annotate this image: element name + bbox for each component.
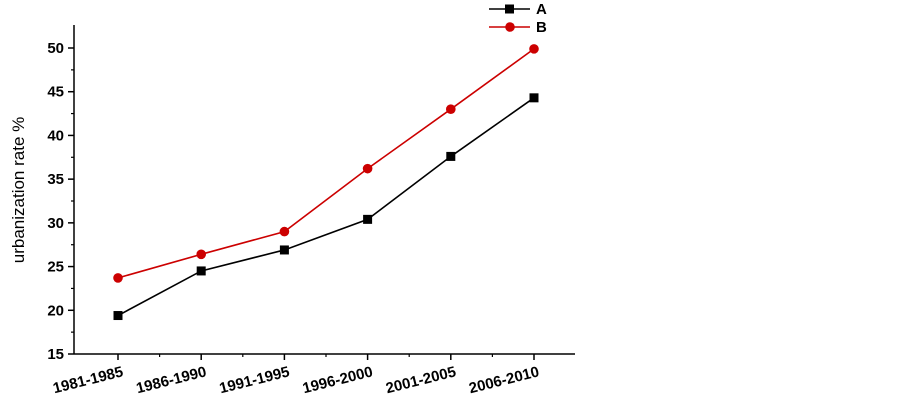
data-point (529, 93, 539, 103)
series-b (113, 44, 539, 283)
x-ticks: 1981-1985 1986-1990 1991-1995 1996-2000 2001… (51, 354, 541, 397)
y-tick-label: 50 (47, 40, 64, 57)
legend-marker (505, 4, 514, 14)
x-tick-label: 1996-2000 (301, 363, 375, 397)
legend-marker (505, 22, 515, 32)
y-tick-label: 35 (47, 171, 64, 188)
data-point (196, 249, 206, 260)
data-point (196, 266, 206, 276)
legend-item: B (489, 19, 547, 36)
x-tick-label: 1986-1990 (134, 363, 208, 397)
x-tick-label: 2006-2010 (467, 363, 541, 397)
y-tick-label: 45 (47, 84, 64, 101)
data-point (363, 214, 373, 224)
x-tick-label: 1991-1995 (218, 363, 292, 397)
y-tick-label: 25 (47, 259, 64, 276)
x-tick-label: 2001-2005 (384, 363, 458, 397)
data-point (279, 245, 289, 255)
data-point (279, 226, 290, 237)
y-tick-label: 30 (47, 215, 64, 232)
y-tick-label: 40 (47, 127, 64, 144)
data-point (446, 151, 456, 161)
data-point (529, 44, 539, 54)
y-tick-label: 20 (47, 302, 64, 319)
series-a (113, 93, 539, 321)
series-line (117, 48, 535, 279)
y-tick-label: 15 (47, 346, 64, 363)
legend-label: B (536, 19, 547, 36)
y-axis-title: urbanization rate % (9, 117, 28, 263)
axes (73, 25, 575, 355)
data-point (362, 163, 373, 174)
legend: AB (489, 1, 547, 36)
y-ticks: 15 20 25 30 35 40 45 50 (47, 40, 74, 363)
data-point (113, 273, 123, 283)
series-layer (113, 44, 539, 321)
data-point (113, 311, 123, 321)
legend-item: A (489, 1, 547, 18)
data-point (446, 104, 456, 114)
x-tick-label: 1981-1985 (51, 363, 125, 397)
legend-label: A (536, 1, 547, 18)
series-line (117, 97, 535, 317)
